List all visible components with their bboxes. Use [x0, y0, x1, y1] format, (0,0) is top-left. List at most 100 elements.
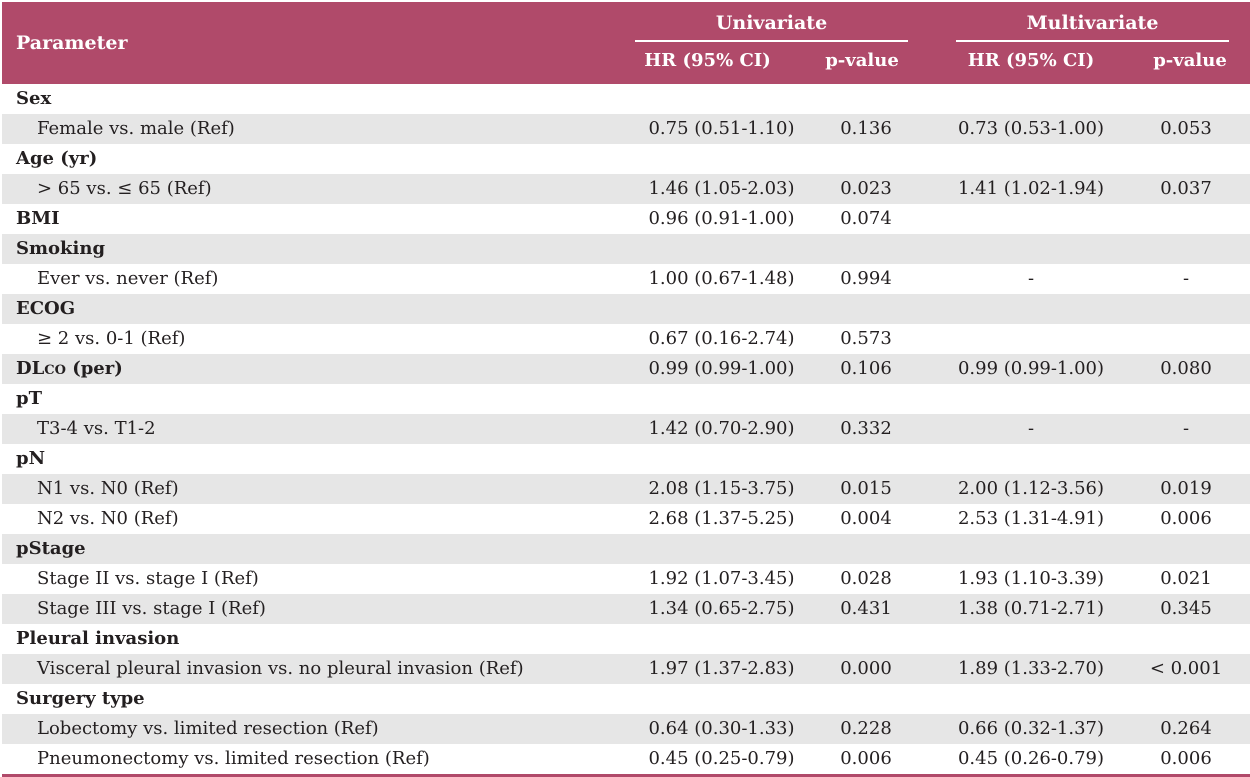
category-label: Surgery type	[16, 688, 145, 709]
multivariate-hr-cell: 0.99 (0.99-1.00)	[957, 358, 1105, 379]
univariate-hr-cell: 1.97 (1.37-2.83)	[648, 658, 795, 679]
table-row: ≥ 2 vs. 0-1 (Ref) 0.67 (0.16-2.74) 0.573	[2, 324, 1250, 354]
univariate-pvalue-header: p-value	[825, 50, 899, 71]
table-header: Parameter Univariate Multivariate HR (95…	[2, 2, 1250, 84]
multivariate-hr-cell: -	[1027, 268, 1035, 289]
multivariate-pvalue-cell: 0.019	[1160, 478, 1212, 499]
category-label: pStage	[16, 538, 86, 559]
multivariate-hr-cell: -	[1027, 418, 1035, 439]
multivariate-pvalue-cell: 0.021	[1160, 568, 1212, 589]
parameter-label: Stage III vs. stage I (Ref)	[37, 598, 266, 619]
table-row: Stage III vs. stage I (Ref) 1.34 (0.65-2.…	[2, 594, 1250, 624]
category-row: pT	[2, 384, 1250, 414]
univariate-pvalue-cell: 0.573	[840, 328, 892, 349]
multivariate-pvalue-cell: 0.080	[1160, 358, 1212, 379]
parameter-label: N1 vs. N0 (Ref)	[37, 478, 179, 499]
multivariate-hr-cell: 0.66 (0.32-1.37)	[957, 718, 1105, 739]
univariate-pvalue-cell: 0.106	[840, 358, 892, 379]
multivariate-hr-cell: 2.00 (1.12-3.56)	[957, 478, 1105, 499]
multivariate-pvalue-cell: -	[1182, 268, 1190, 289]
parameter-header: Parameter	[16, 32, 128, 54]
univariate-hr-cell: 2.68 (1.37-5.25)	[648, 508, 795, 529]
parameter-label: Lobectomy vs. limited resection (Ref)	[37, 718, 379, 739]
category-label: BMI	[16, 208, 60, 229]
category-row: Smoking	[2, 234, 1250, 264]
category-label: pT	[16, 388, 42, 409]
univariate-pvalue-cell: 0.994	[840, 268, 892, 289]
multivariate-pvalue-cell: 0.053	[1160, 118, 1212, 139]
multivariate-hr-cell: 1.38 (0.71-2.71)	[957, 598, 1105, 619]
parameter-label: T3-4 vs. T1-2	[37, 418, 156, 439]
multivariate-pvalue-cell: < 0.001	[1149, 658, 1223, 679]
table-row: Ever vs. never (Ref) 1.00 (0.67-1.48) 0.99…	[2, 264, 1250, 294]
univariate-hr-cell: 0.75 (0.51-1.10)	[648, 118, 795, 139]
table-row: Stage II vs. stage I (Ref) 1.92 (1.07-3.4…	[2, 564, 1250, 594]
parameter-label: N2 vs. N0 (Ref)	[37, 508, 179, 529]
table-row: N2 vs. N0 (Ref) 2.68 (1.37-5.25) 0.004 2.53…	[2, 504, 1250, 534]
univariate-hr-header: HR (95% CI)	[644, 50, 771, 71]
category-row: ECOG	[2, 294, 1250, 324]
parameter-label: Pneumonectomy vs. limited resection (Ref…	[37, 748, 430, 769]
parameter-label: Visceral pleural invasion vs. no pleural…	[37, 658, 524, 679]
multivariate-pvalue-header: p-value	[1153, 50, 1227, 71]
multivariate-hr-cell: 2.53 (1.31-4.91)	[957, 508, 1105, 529]
parameter-label: Stage II vs. stage I (Ref)	[37, 568, 259, 589]
univariate-pvalue-cell: 0.332	[840, 418, 892, 439]
category-label: ECOG	[16, 298, 76, 319]
univariate-hr-cell: 1.46 (1.05-2.03)	[648, 178, 795, 199]
category-row: Sex	[2, 84, 1250, 114]
univariate-rule	[635, 40, 908, 42]
univariate-hr-cell: 0.67 (0.16-2.74)	[648, 328, 795, 349]
univariate-hr-cell: 1.42 (0.70-2.90)	[648, 418, 795, 439]
table-row: Pneumonectomy vs. limited resection (Ref…	[2, 744, 1250, 774]
category-row: pStage	[2, 534, 1250, 564]
univariate-pvalue-cell: 0.228	[840, 718, 892, 739]
multivariate-hr-cell: 0.45 (0.26-0.79)	[957, 748, 1105, 769]
univariate-hr-cell: 0.64 (0.30-1.33)	[648, 718, 795, 739]
univariate-pvalue-cell: 0.074	[840, 208, 892, 229]
category-row: Age (yr)	[2, 144, 1250, 174]
table-row: Visceral pleural invasion vs. no pleural…	[2, 654, 1250, 684]
category-row: BMI 0.96 (0.91-1.00) 0.074	[2, 204, 1250, 234]
category-row: Surgery type	[2, 684, 1250, 714]
multivariate-header: Multivariate	[1026, 12, 1159, 34]
table-row: N1 vs. N0 (Ref) 2.08 (1.15-3.75) 0.015 2.00…	[2, 474, 1250, 504]
multivariate-hr-cell: 1.93 (1.10-3.39)	[957, 568, 1105, 589]
parameter-label: Ever vs. never (Ref)	[37, 268, 219, 289]
multivariate-pvalue-cell: -	[1182, 418, 1190, 439]
multivariate-pvalue-cell: 0.264	[1160, 718, 1212, 739]
univariate-hr-cell: 0.45 (0.25-0.79)	[648, 748, 795, 769]
multivariate-pvalue-cell: 0.037	[1160, 178, 1212, 199]
multivariate-pvalue-cell: 0.006	[1160, 508, 1212, 529]
univariate-hr-cell: 1.92 (1.07-3.45)	[648, 568, 795, 589]
category-row: pN	[2, 444, 1250, 474]
table-row: > 65 vs. ≤ 65 (Ref) 1.46 (1.05-2.03) 0.023…	[2, 174, 1250, 204]
multivariate-rule	[956, 40, 1229, 42]
univariate-hr-cell: 2.08 (1.15-3.75)	[648, 478, 795, 499]
univariate-hr-cell: 0.99 (0.99-1.00)	[648, 358, 795, 379]
multivariate-pvalue-cell: 0.006	[1160, 748, 1212, 769]
label-main: DL	[16, 358, 45, 379]
table-body: Sex Female vs. male (Ref) 0.75 (0.51-1.10)…	[2, 84, 1250, 774]
univariate-pvalue-cell: 0.028	[840, 568, 892, 589]
label-subscript: CO	[44, 363, 66, 378]
univariate-header: Univariate	[715, 12, 828, 34]
multivariate-hr-header: HR (95% CI)	[967, 50, 1095, 71]
multivariate-hr-cell: 0.73 (0.53-1.00)	[957, 118, 1105, 139]
category-row: Pleural invasion	[2, 624, 1250, 654]
label-tail: (per)	[65, 358, 123, 379]
univariate-pvalue-cell: 0.431	[840, 598, 892, 619]
univariate-hr-cell: 1.00 (0.67-1.48)	[648, 268, 795, 289]
category-label: DLCO (per)	[16, 354, 123, 386]
category-label: Sex	[16, 88, 52, 109]
univariate-pvalue-cell: 0.004	[840, 508, 892, 529]
univariate-pvalue-cell: 0.015	[840, 478, 892, 499]
univariate-pvalue-cell: 0.023	[840, 178, 892, 199]
category-row: DLCO (per) 0.99 (0.99-1.00) 0.106 0.99 (0.9…	[2, 354, 1250, 384]
univariate-hr-cell: 1.34 (0.65-2.75)	[648, 598, 795, 619]
parameter-label: > 65 vs. ≤ 65 (Ref)	[37, 178, 212, 199]
multivariate-hr-cell: 1.89 (1.33-2.70)	[957, 658, 1105, 679]
category-label: pN	[16, 448, 46, 469]
multivariate-hr-cell: 1.41 (1.02-1.94)	[957, 178, 1105, 199]
